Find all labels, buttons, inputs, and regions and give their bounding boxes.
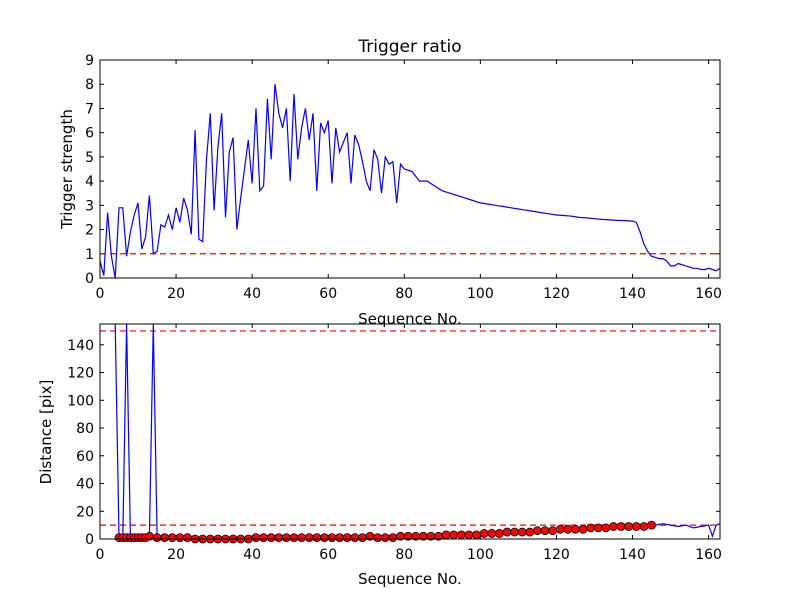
distance-marker <box>160 533 170 543</box>
distance-marker <box>380 533 390 543</box>
distance-marker <box>289 533 299 543</box>
top-x-tick-label: 140 <box>619 286 646 302</box>
distance-marker <box>183 533 192 543</box>
distance-marker <box>152 533 162 543</box>
distance-marker <box>624 522 634 531</box>
distance-marker <box>449 530 459 540</box>
bottom-x-tick-label: 40 <box>243 547 261 563</box>
bottom-y-tick-label: 140 <box>67 338 94 354</box>
top-y-tick-label: 0 <box>85 271 94 287</box>
distance-marker <box>304 533 314 543</box>
distance-marker <box>320 533 329 543</box>
distance-marker <box>358 533 367 543</box>
distance-marker <box>533 526 542 536</box>
top-x-tick-label: 100 <box>467 286 494 302</box>
bottom-y-tick-label: 100 <box>67 393 94 409</box>
distance-marker <box>494 529 504 538</box>
distance-marker <box>312 533 322 543</box>
distance-marker <box>327 533 337 543</box>
distance-marker <box>639 522 649 531</box>
bottom-x-tick-label: 140 <box>619 547 646 563</box>
top-y-tick-label: 9 <box>85 53 94 69</box>
bottom-x-tick-label: 160 <box>695 547 722 563</box>
bottom-x-tick-label: 120 <box>543 547 570 563</box>
bottom-x-tick-label: 60 <box>319 547 337 563</box>
top-y-tick-label: 4 <box>85 174 94 190</box>
top-x-tick-label: 120 <box>543 286 570 302</box>
chart-title: Trigger ratio <box>357 37 461 57</box>
distance-marker <box>540 526 550 536</box>
top-y-tick-label: 3 <box>85 198 94 214</box>
bottom-y-tick-label: 20 <box>76 504 94 520</box>
top-x-tick-label: 0 <box>96 286 105 302</box>
distance-marker <box>571 524 580 534</box>
distance-marker <box>274 533 284 543</box>
distance-marker <box>479 529 489 538</box>
bottom-x-axis-label: Sequence No. <box>358 570 462 588</box>
distance-marker <box>350 533 360 543</box>
bottom-x-tick-label: 100 <box>467 547 494 563</box>
bottom-y-tick-label: 80 <box>76 421 94 437</box>
distance-marker <box>441 530 451 540</box>
top-y-tick-label: 6 <box>85 126 94 142</box>
distance-marker <box>251 533 261 543</box>
distance-marker <box>259 533 268 543</box>
trigger-ratio-chart: Trigger ratio 0 20 40 60 80 100 120 140 160 0 1 2 3 4… <box>58 37 722 328</box>
distance-marker <box>593 523 603 533</box>
top-y-tick-label: 1 <box>85 247 94 263</box>
bottom-x-tick-label: 0 <box>96 547 105 563</box>
top-y-tick-label: 7 <box>85 101 94 117</box>
top-x-tick-label: 80 <box>395 286 413 302</box>
distance-marker <box>487 529 497 538</box>
top-x-axis-label: Sequence No. <box>358 310 462 328</box>
distance-marker <box>563 524 573 534</box>
top-x-tick-label: 160 <box>695 286 722 302</box>
distance-chart: 0 20 40 60 80 100 120 140 160020406080100120140 … <box>37 323 722 588</box>
distance-marker <box>167 533 177 543</box>
distance-marker <box>342 533 352 543</box>
distance-marker <box>456 530 466 540</box>
distance-marker <box>578 524 588 534</box>
top-x-tick-label: 60 <box>319 286 337 302</box>
trigger-strength-line <box>99 84 721 279</box>
distance-marker <box>464 530 474 540</box>
distance-marker <box>266 533 276 543</box>
distance-marker <box>510 527 520 537</box>
distance-marker <box>281 533 291 543</box>
distance-marker <box>609 522 618 531</box>
distance-marker <box>388 533 398 543</box>
distance-marker <box>586 523 596 533</box>
distance-marker <box>601 523 611 533</box>
distance-marker <box>555 524 565 534</box>
bottom-x-tick-label: 20 <box>167 547 185 563</box>
distance-marker <box>548 526 558 536</box>
distance-marker <box>472 530 481 540</box>
bottom-y-tick-label: 60 <box>76 449 94 465</box>
bottom-y-tick-label: 120 <box>67 366 94 382</box>
distance-marker <box>297 533 306 543</box>
distance-marker <box>517 527 527 537</box>
bottom-y-tick-label: 40 <box>76 477 94 493</box>
top-y-tick-label: 8 <box>85 77 94 93</box>
top-x-tick-label: 40 <box>243 286 261 302</box>
bottom-y-axis-label: Distance [pix] <box>37 380 55 485</box>
top-plot-frame <box>99 59 721 279</box>
distance-marker <box>631 522 641 531</box>
distance-marker <box>175 533 185 543</box>
distance-marker <box>647 520 656 530</box>
top-y-tick-label: 5 <box>85 150 94 166</box>
top-y-tick-label: 2 <box>85 223 94 239</box>
bottom-x-tick-label: 80 <box>395 547 413 563</box>
top-x-tick-label: 20 <box>167 286 185 302</box>
bottom-plot-frame <box>99 323 721 540</box>
distance-marker <box>616 522 626 531</box>
distance-line <box>114 323 721 540</box>
top-y-axis-label: Trigger strength <box>58 109 76 230</box>
distance-marker <box>335 533 345 543</box>
distance-marker <box>502 527 512 537</box>
distance-marker <box>373 533 383 543</box>
bottom-y-tick-label: 0 <box>85 532 94 548</box>
distance-marker <box>525 527 535 537</box>
